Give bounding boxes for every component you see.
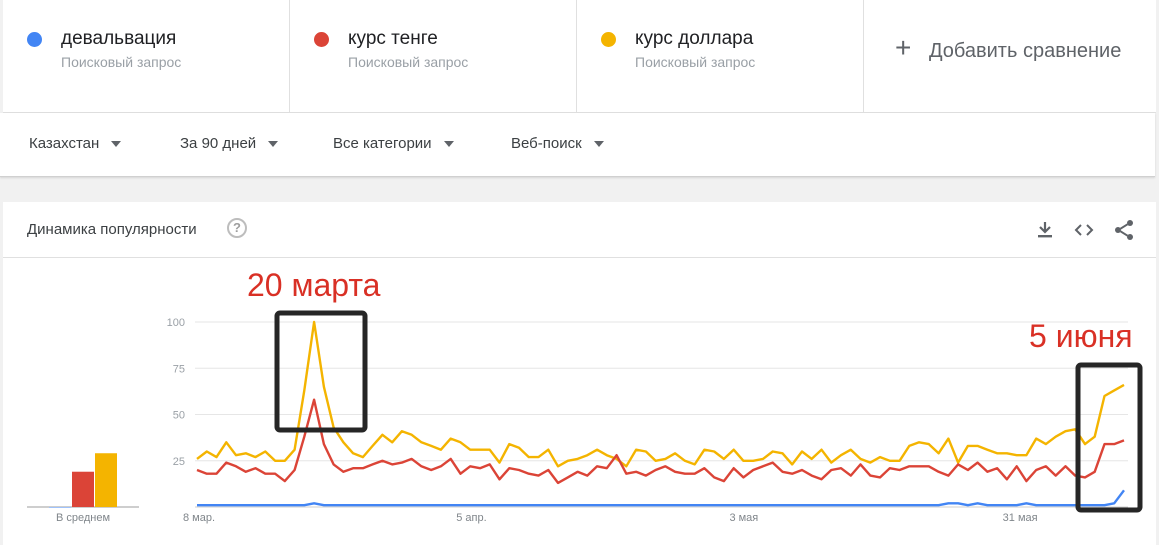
y-tick-label: 25 [173, 456, 185, 468]
term-name: курс тенге [348, 28, 438, 49]
trend-chart: 100 75 50 25 8 мар. 5 апр. 3 мая 31 мая В средне… [27, 310, 1143, 524]
caret-down-icon [443, 140, 454, 147]
term-color-dot [27, 32, 42, 47]
term-color-dot [314, 32, 329, 47]
add-comparison-button[interactable]: + Добавить сравнение [865, 0, 1156, 113]
term-card-devaluation[interactable]: девальвация Поисковый запрос [3, 0, 290, 113]
card-header: Динамика популярности ? [3, 202, 1156, 258]
interest-over-time-card: Динамика популярности ? 100 75 50 25 8 мар. 5… [3, 202, 1156, 545]
help-icon[interactable]: ? [227, 218, 247, 238]
term-color-dot [601, 32, 616, 47]
average-label: В среднем [56, 512, 110, 524]
search-type-dropdown[interactable]: Веб-поиск [511, 135, 604, 152]
term-name: курс доллара [635, 28, 754, 49]
annotation-box-march [274, 310, 368, 433]
series-line [197, 489, 1125, 507]
add-comparison-label: Добавить сравнение [929, 40, 1122, 62]
filters-bar: Казахстан За 90 дней Все категории Веб-п… [0, 113, 1155, 177]
average-bar [72, 471, 94, 507]
x-tick-label: 8 мар. [183, 512, 215, 524]
search-terms-bar: девальвация Поисковый запрос курс тенге … [3, 0, 1156, 113]
series-line [196, 320, 1125, 468]
series-line [196, 398, 1125, 485]
region-value: Казахстан [29, 135, 100, 152]
y-tick-label: 75 [173, 363, 185, 375]
period-dropdown[interactable]: За 90 дней [180, 135, 279, 152]
region-dropdown[interactable]: Казахстан [29, 135, 122, 152]
average-bar [95, 453, 117, 507]
term-name: девальвация [61, 28, 177, 49]
term-type: Поисковый запрос [61, 54, 182, 70]
caret-down-icon [268, 140, 279, 147]
y-tick-label: 100 [167, 317, 185, 329]
plus-icon: + [895, 32, 912, 63]
annotation-june-5: 5 июня [1029, 318, 1133, 354]
download-icon[interactable] [1033, 218, 1057, 242]
caret-down-icon [593, 140, 604, 147]
category-value: Все категории [333, 135, 432, 152]
share-icon[interactable] [1112, 218, 1136, 242]
x-tick-label: 5 апр. [456, 512, 486, 524]
card-title: Динамика популярности [27, 221, 197, 238]
category-dropdown[interactable]: Все категории [333, 135, 454, 152]
embed-icon[interactable] [1072, 218, 1096, 242]
period-value: За 90 дней [180, 135, 257, 152]
term-card-tenge[interactable]: курс тенге Поисковый запрос [290, 0, 577, 113]
caret-down-icon [111, 140, 122, 147]
annotation-box-june [1075, 362, 1143, 513]
annotation-march-20: 20 марта [247, 267, 381, 303]
y-tick-label: 50 [173, 410, 185, 422]
term-type: Поисковый запрос [635, 54, 756, 70]
x-tick-label: 3 мая [729, 512, 758, 524]
average-bar [49, 507, 71, 508]
x-tick-label: 31 мая [1003, 512, 1038, 524]
term-card-dollar[interactable]: курс доллара Поисковый запрос [577, 0, 864, 113]
term-type: Поисковый запрос [348, 54, 469, 70]
search-type-value: Веб-поиск [511, 135, 582, 152]
